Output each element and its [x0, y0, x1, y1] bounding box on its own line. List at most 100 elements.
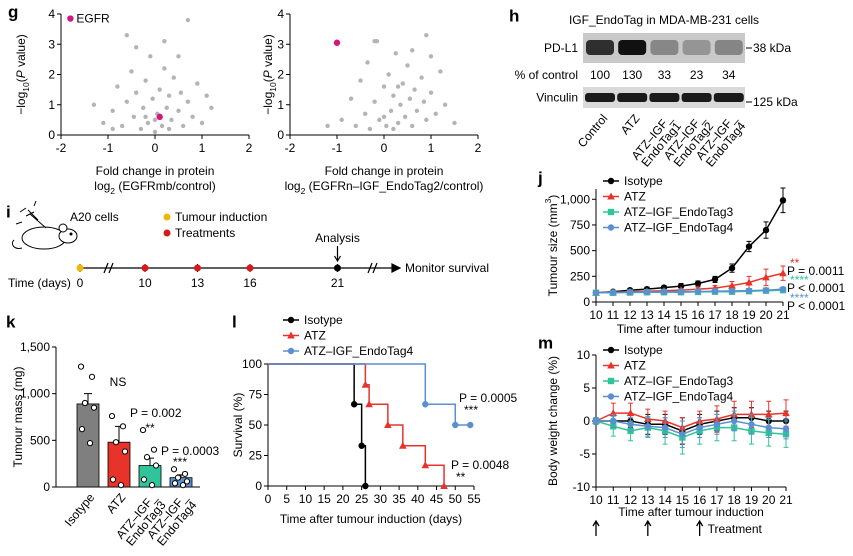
y-tick-label: 1,000 [560, 192, 590, 206]
legend-marker [163, 229, 171, 237]
point [101, 120, 106, 126]
size-marker-label: 38 kDa [753, 41, 791, 55]
point [372, 39, 377, 44]
point [143, 114, 148, 120]
legend-label: ATZ [624, 190, 646, 204]
point [181, 123, 186, 129]
treatment-arrow [696, 519, 704, 536]
p-value: P = 0.002 [130, 406, 182, 420]
data-point [728, 281, 736, 289]
x-tick-label: 17 [710, 493, 724, 507]
point [424, 117, 429, 123]
x-axis-label-part: (EGFRn–IGF_EndoTag2/control) [305, 179, 483, 193]
x-tick-label: Isotype [62, 490, 98, 529]
point [395, 84, 401, 89]
y-axis-label: −log10(P value) [261, 34, 278, 115]
y-axis-label: Tumour size (mm3) [543, 195, 560, 297]
legend-label: ATZ–IGF_EndoTag4 [624, 221, 733, 235]
data-point [626, 289, 634, 296]
point [433, 111, 438, 117]
point [377, 117, 382, 123]
legend-marker [163, 213, 171, 221]
point [134, 90, 139, 95]
data-point [643, 288, 651, 296]
point [145, 120, 151, 126]
point [393, 51, 398, 56]
legend-label: Isotype [304, 313, 343, 327]
point [152, 117, 158, 123]
y-tick-label: 0 [255, 479, 262, 493]
axis-break [103, 262, 114, 274]
loading-band [617, 93, 648, 102]
x-axis-label-part: (EGFRmb/control) [115, 179, 216, 193]
x-tick-label: 13 [191, 276, 205, 290]
x-tick-label: 10 [299, 492, 313, 506]
point [424, 32, 429, 38]
legend-marker [607, 224, 615, 231]
data-point [762, 286, 770, 294]
mouse-tail [11, 239, 23, 249]
x-axis-label-part: log [94, 179, 110, 193]
step-segment [387, 424, 404, 446]
point [365, 60, 370, 65]
point [110, 108, 115, 114]
point [148, 54, 153, 59]
point [398, 102, 403, 107]
y-axis-label-part: ( [261, 78, 275, 82]
y-axis-label-part: value) [261, 34, 275, 70]
y-axis-label-part: 10 [268, 82, 278, 92]
event-marker [334, 264, 341, 272]
point [124, 32, 129, 38]
point [169, 117, 174, 123]
point [395, 120, 401, 126]
point [414, 108, 420, 114]
point [367, 126, 373, 132]
y-tick-label: 0 [48, 128, 55, 142]
quant-label: % of control [515, 68, 578, 82]
x-tick-label: -1 [103, 141, 114, 155]
point [428, 54, 434, 59]
quant-value: 34 [722, 68, 736, 82]
y-tick-label: 1,000 [20, 387, 50, 401]
point [185, 17, 191, 23]
data-point [148, 482, 156, 489]
x-tick-label: 40 [411, 492, 425, 506]
point [339, 117, 344, 123]
point [166, 126, 172, 132]
x-tick-label: 11 [607, 493, 620, 507]
point-label: EGFR [76, 12, 110, 26]
y-axis-label-part: ) [546, 195, 560, 199]
axis-break [367, 262, 378, 274]
p-value: P = 0.0048 [451, 458, 509, 472]
x-tick-label: 20 [759, 308, 773, 322]
panel-label: l [232, 313, 237, 332]
x-tick-label: 0 [152, 141, 159, 155]
x-tick-label: 15 [676, 493, 690, 507]
data-point [728, 264, 736, 272]
x-tick-label: 1 [428, 141, 435, 155]
y-tick-label: 500 [570, 244, 590, 258]
data-point [609, 289, 617, 296]
legend-marker [607, 361, 615, 369]
significance: ** [790, 256, 800, 270]
point [442, 102, 448, 107]
point [185, 99, 191, 104]
y-axis-label-part: ( [14, 78, 28, 82]
point [199, 120, 205, 126]
data-point [764, 410, 773, 418]
significance: *** [464, 403, 478, 417]
data-point [78, 426, 86, 433]
band [682, 40, 711, 55]
data-point [677, 282, 685, 290]
x-tick-label: 50 [449, 492, 463, 506]
step-segment [402, 444, 427, 466]
significance: ** [145, 421, 155, 435]
y-tick-label: 4 [277, 7, 284, 21]
quant-value: 100 [590, 68, 610, 82]
row-label: Vinculin [536, 91, 578, 105]
legend-label: Isotype [624, 343, 663, 357]
lane-label-line: Control [575, 112, 611, 151]
mouse-head [58, 228, 78, 244]
data-point [779, 285, 787, 293]
data-point [745, 278, 753, 286]
